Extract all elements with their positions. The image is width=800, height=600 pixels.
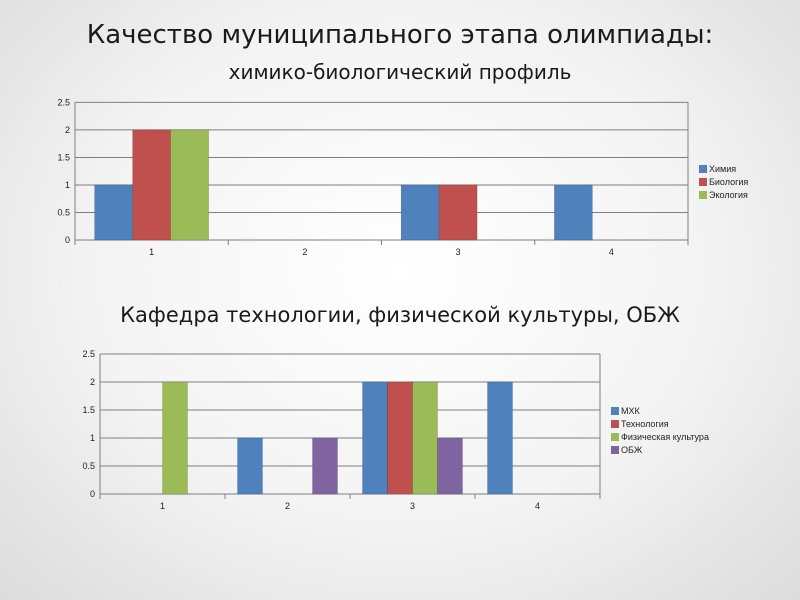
x-tick-label: 3	[410, 501, 415, 511]
y-tick-label: 0.5	[82, 461, 95, 471]
legend-label: Химия	[709, 164, 736, 174]
legend-swatch	[611, 407, 619, 415]
bar	[312, 437, 338, 495]
legend-swatch	[611, 420, 619, 428]
chart2-title: Кафедра технологии, физической культуры,…	[120, 303, 680, 327]
legend-swatch	[699, 191, 707, 199]
page-title: Качество муниципального этапа олимпиады:	[86, 20, 714, 50]
y-tick-label: 1.5	[82, 405, 95, 415]
y-tick-label: 0.5	[57, 207, 70, 217]
x-tick-label: 4	[535, 501, 540, 511]
legend-swatch	[699, 165, 707, 173]
legend-swatch	[611, 446, 619, 454]
x-tick-label: 3	[456, 247, 461, 257]
legend-label: Технология	[621, 419, 669, 429]
y-tick-label: 2.5	[82, 349, 95, 359]
bar	[487, 381, 513, 495]
x-tick-label: 2	[285, 501, 290, 511]
bar	[237, 437, 263, 495]
legend-label: МХК	[621, 406, 641, 416]
bar	[412, 381, 438, 495]
bar	[400, 184, 440, 241]
bar	[387, 381, 413, 495]
legend-label: Физическая культура	[621, 432, 709, 442]
bar	[437, 437, 463, 495]
x-tick-label: 1	[149, 247, 154, 257]
bar	[132, 129, 171, 241]
y-tick-label: 2	[90, 377, 95, 387]
x-tick-label: 4	[609, 247, 614, 257]
y-tick-label: 1.5	[57, 152, 70, 162]
y-tick-label: 1	[65, 180, 70, 190]
legend-swatch	[611, 433, 619, 441]
x-tick-label: 2	[302, 247, 307, 257]
bar	[94, 184, 133, 241]
legend-label: ОБЖ	[621, 445, 643, 455]
y-tick-label: 0	[90, 489, 95, 499]
page-subtitle: химико-биологический профиль	[228, 60, 572, 84]
bar	[170, 129, 209, 241]
legend-label: Биология	[709, 177, 748, 187]
y-tick-label: 2.5	[57, 97, 70, 107]
bar	[554, 184, 593, 241]
legend-swatch	[699, 178, 707, 186]
bar	[438, 184, 478, 241]
x-tick-label: 1	[160, 501, 165, 511]
legend-label: Экология	[709, 190, 748, 200]
y-tick-label: 1	[90, 433, 95, 443]
y-tick-label: 2	[65, 125, 70, 135]
y-tick-label: 0	[65, 235, 70, 245]
bar	[362, 381, 388, 495]
bar	[162, 381, 188, 495]
